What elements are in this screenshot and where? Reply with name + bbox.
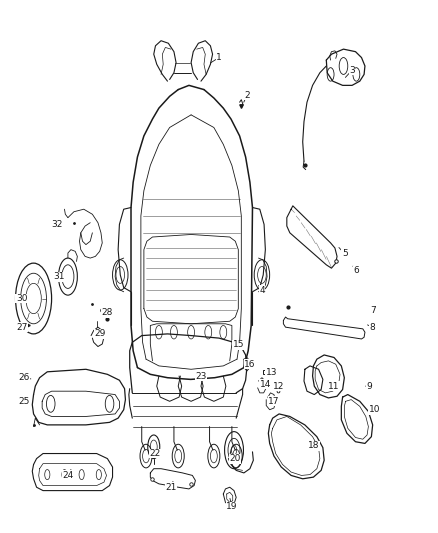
Text: 8: 8 bbox=[370, 322, 375, 332]
Text: 30: 30 bbox=[16, 294, 27, 303]
Text: 2: 2 bbox=[244, 91, 250, 100]
Text: 31: 31 bbox=[53, 272, 65, 281]
Text: 16: 16 bbox=[244, 360, 256, 369]
Text: 18: 18 bbox=[307, 441, 319, 450]
Text: 32: 32 bbox=[51, 220, 63, 229]
Text: 13: 13 bbox=[265, 368, 277, 377]
Text: 6: 6 bbox=[353, 266, 359, 275]
Text: 10: 10 bbox=[369, 405, 380, 414]
Text: 15: 15 bbox=[233, 341, 244, 349]
Text: 5: 5 bbox=[342, 249, 348, 259]
Text: 21: 21 bbox=[165, 483, 177, 492]
Text: 25: 25 bbox=[18, 397, 30, 406]
Text: 29: 29 bbox=[94, 329, 106, 338]
Text: 4: 4 bbox=[259, 286, 265, 295]
Text: 22: 22 bbox=[150, 449, 161, 458]
Text: 26: 26 bbox=[18, 373, 30, 382]
Text: 1: 1 bbox=[216, 53, 222, 62]
Text: 14: 14 bbox=[260, 380, 271, 389]
Text: 19: 19 bbox=[226, 502, 238, 511]
Text: 9: 9 bbox=[366, 382, 372, 391]
Text: 28: 28 bbox=[102, 308, 113, 317]
Text: 3: 3 bbox=[349, 66, 355, 75]
Text: 27: 27 bbox=[16, 322, 27, 332]
Text: 20: 20 bbox=[230, 454, 241, 463]
Text: 23: 23 bbox=[195, 372, 207, 381]
Text: 7: 7 bbox=[370, 306, 375, 315]
Text: 11: 11 bbox=[328, 382, 340, 391]
Text: 24: 24 bbox=[62, 471, 74, 480]
Text: 12: 12 bbox=[272, 382, 284, 391]
Text: 17: 17 bbox=[268, 397, 280, 406]
